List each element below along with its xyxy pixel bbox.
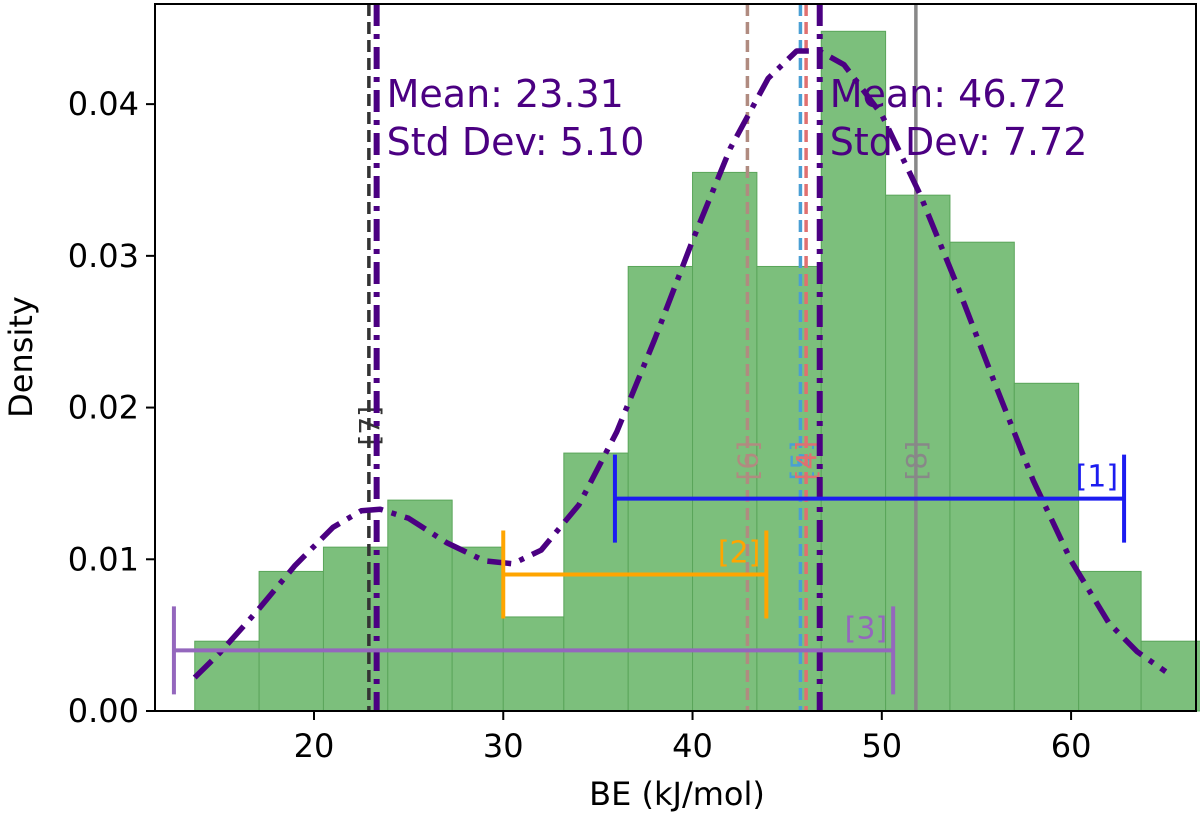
x-tick-label: 20 (294, 727, 335, 765)
histogram-bar (756, 265, 822, 712)
error-bar-label: [2] (718, 535, 761, 570)
mean-annotation: Mean: 46.72 (830, 72, 1067, 116)
plot-frame (154, 3, 1197, 712)
histogram-bar (885, 194, 951, 712)
y-tick-label: 0.01 (68, 540, 139, 578)
histogram-bar (949, 241, 1015, 712)
x-tick-label: 40 (672, 727, 713, 765)
reference-lines: [7][6] [5][4] [8] (353, 4, 933, 711)
error-bar-label: [1] (1076, 460, 1119, 495)
histogram-bar (258, 570, 324, 712)
std-annotation: Std Dev: 5.10 (387, 120, 645, 164)
histogram-bar (451, 546, 504, 712)
histogram-bar (387, 499, 453, 712)
y-axis-label: Density (2, 296, 40, 418)
x-tick-label: 60 (1051, 727, 1092, 765)
reference-line-label: [5] (784, 441, 817, 481)
histogram-bar (1013, 382, 1080, 712)
histogram-bars (194, 30, 1200, 712)
std-annotation: Std Dev: 7.72 (830, 120, 1088, 164)
reference-line-label: [6] (731, 441, 764, 481)
y-tick-label: 0.04 (68, 85, 139, 123)
y-tick-label: 0.00 (68, 692, 139, 730)
y-tick-label: 0.03 (68, 237, 139, 275)
x-tick-label: 30 (483, 727, 524, 765)
reference-line-label: [7] (353, 406, 386, 446)
reference-line-label: [8] (900, 441, 933, 481)
axes: 20 30 40 50 60 0.00 0.01 0.02 0.03 0.04 (68, 3, 1197, 765)
x-axis-label: BE (kJ/mol) (589, 775, 765, 813)
kde-curve-group (192, 48, 1168, 680)
histogram-bar (563, 452, 629, 712)
x-tick-label: 50 (861, 727, 902, 765)
histogram-bar (1140, 640, 1200, 712)
error-bar-label: [3] (845, 611, 888, 646)
histogram-bar (194, 640, 260, 712)
kde-curve (192, 48, 1168, 680)
y-tick-label: 0.02 (68, 389, 139, 427)
histogram-bar (627, 265, 694, 712)
error-bars: [1] [2] [3] (171, 454, 1127, 695)
mean-annotation: Mean: 23.31 (387, 72, 624, 116)
histogram-bar (502, 616, 565, 712)
